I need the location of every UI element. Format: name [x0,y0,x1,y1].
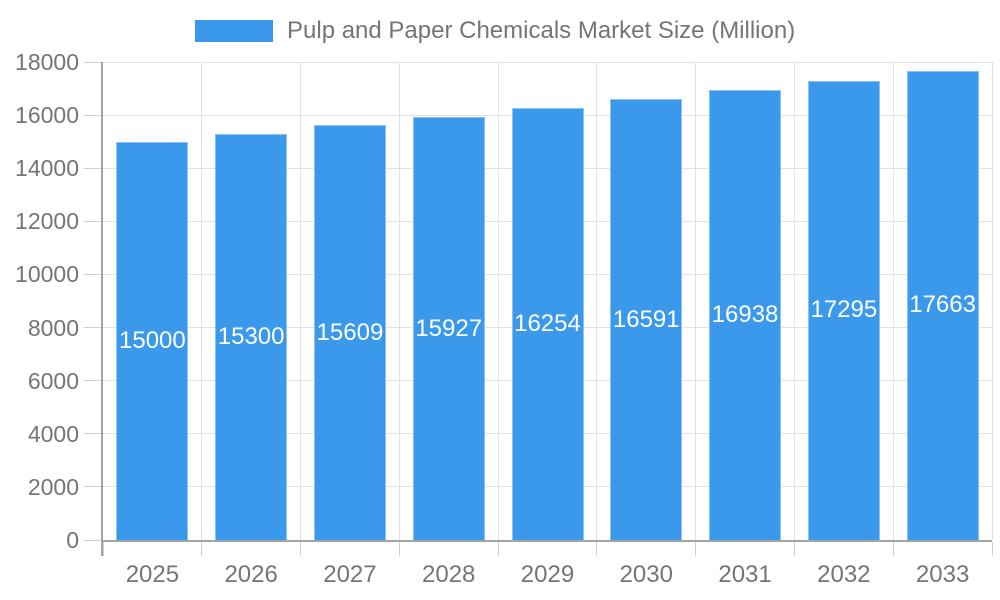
x-axis-label: 2028 [422,561,476,588]
legend-label: Pulp and Paper Chemicals Market Size (Mi… [287,17,796,44]
bar-value-label: 15000 [119,326,186,354]
y-axis-label: 4000 [27,420,79,447]
legend-swatch [195,20,273,42]
y-axis-label: 8000 [27,314,79,341]
y-axis-tick [84,486,103,488]
bar[interactable] [116,141,189,540]
legend: Pulp and Paper Chemicals Market Size (Mi… [195,19,795,43]
y-axis-tick [84,539,103,541]
x-axis-line [101,540,992,542]
gridline-vertical [892,62,894,540]
gridline-vertical [497,62,499,540]
bar-value-label: 15927 [415,314,483,342]
y-axis-tick [84,114,103,116]
x-axis-tick [695,542,697,556]
x-axis-tick [793,542,795,556]
bar-value-label: 15609 [316,318,384,346]
gridline-vertical [596,62,598,540]
bar-value-label: 16591 [612,305,680,333]
bar-value-label: 15300 [217,322,285,350]
bar[interactable] [313,125,386,540]
gridline-vertical [991,62,993,540]
x-axis-tick [398,542,400,556]
y-axis-label: 10000 [15,261,79,288]
y-axis-line [101,62,103,556]
x-axis-label: 2027 [323,561,377,588]
y-axis-label: 6000 [27,367,79,394]
bar-value-label: 16938 [711,301,779,329]
y-axis-label: 16000 [15,102,79,129]
x-axis-label: 2029 [520,561,575,588]
gridline-vertical [793,62,795,540]
x-axis-label: 2032 [817,561,871,588]
gridline-vertical [398,62,400,540]
bar[interactable] [906,70,979,540]
y-axis-tick [84,61,103,63]
y-axis-label: 0 [66,527,79,553]
y-axis-tick [84,380,103,382]
bar[interactable] [709,90,782,540]
y-axis-label: 14000 [15,155,79,182]
gridline-horizontal [103,61,992,63]
x-axis-tick [991,542,993,556]
bar[interactable] [412,117,485,540]
x-axis-label: 2026 [224,561,278,588]
x-axis-tick [102,542,104,556]
bar[interactable] [511,108,584,540]
gridline-vertical [695,62,697,540]
gridline-vertical [300,62,302,540]
bar[interactable] [807,80,880,540]
x-axis-label: 2031 [718,561,772,588]
x-axis-tick [497,542,499,556]
y-axis-tick [84,273,103,275]
x-axis-tick [300,542,302,556]
y-axis-label: 2000 [27,473,79,500]
gridline-vertical [201,62,203,540]
x-axis-label: 2025 [125,561,180,588]
bar-value-label: 16254 [514,310,581,338]
y-axis-tick [84,327,103,329]
x-axis-label: 2030 [619,561,673,588]
y-axis-label: 18000 [15,49,79,75]
x-axis-tick [201,542,203,556]
plot-area: 0 2000 4000 6000 8000 10000 12000 14000 16000 180… [15,49,993,588]
y-axis-label: 12000 [15,208,79,235]
x-axis-tick [892,542,894,556]
bar-value-label: 17663 [909,291,976,319]
bar[interactable] [610,99,683,540]
y-axis-tick [84,220,103,222]
x-axis-label: 2033 [915,561,970,588]
y-axis-tick [84,167,103,169]
y-axis-tick [84,433,103,435]
x-axis-tick [596,542,598,556]
bar-value-label: 17295 [810,296,878,324]
bar[interactable] [215,133,288,540]
